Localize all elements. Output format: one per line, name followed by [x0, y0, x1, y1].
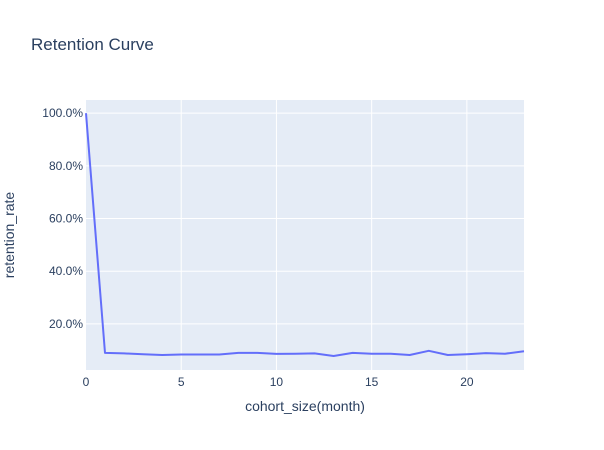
y-tick-label: 20.0%	[49, 317, 83, 331]
y-axis-title: retention_rate	[1, 192, 17, 279]
chart-title: Retention Curve	[31, 35, 154, 54]
x-tick-label: 5	[178, 375, 185, 389]
y-tick-label: 40.0%	[49, 264, 83, 278]
x-tick-label: 10	[270, 375, 284, 389]
plot-area	[86, 100, 524, 370]
y-tick-label: 100.0%	[42, 106, 83, 120]
x-axis-ticks: 0 5 10 15 20	[83, 375, 474, 389]
x-gridlines	[180, 100, 468, 370]
x-tick-label: 20	[460, 375, 474, 389]
retention-line	[85, 113, 525, 357]
x-tick-label: 15	[365, 375, 379, 389]
x-axis-title: cohort_size(month)	[245, 398, 365, 414]
x-tick-label: 0	[83, 375, 90, 389]
y-gridlines	[86, 112, 524, 325]
y-tick-label: 60.0%	[49, 212, 83, 226]
y-tick-label: 80.0%	[49, 159, 83, 173]
y-axis-ticks: 20.0% 40.0% 60.0% 80.0% 100.0%	[42, 106, 83, 331]
